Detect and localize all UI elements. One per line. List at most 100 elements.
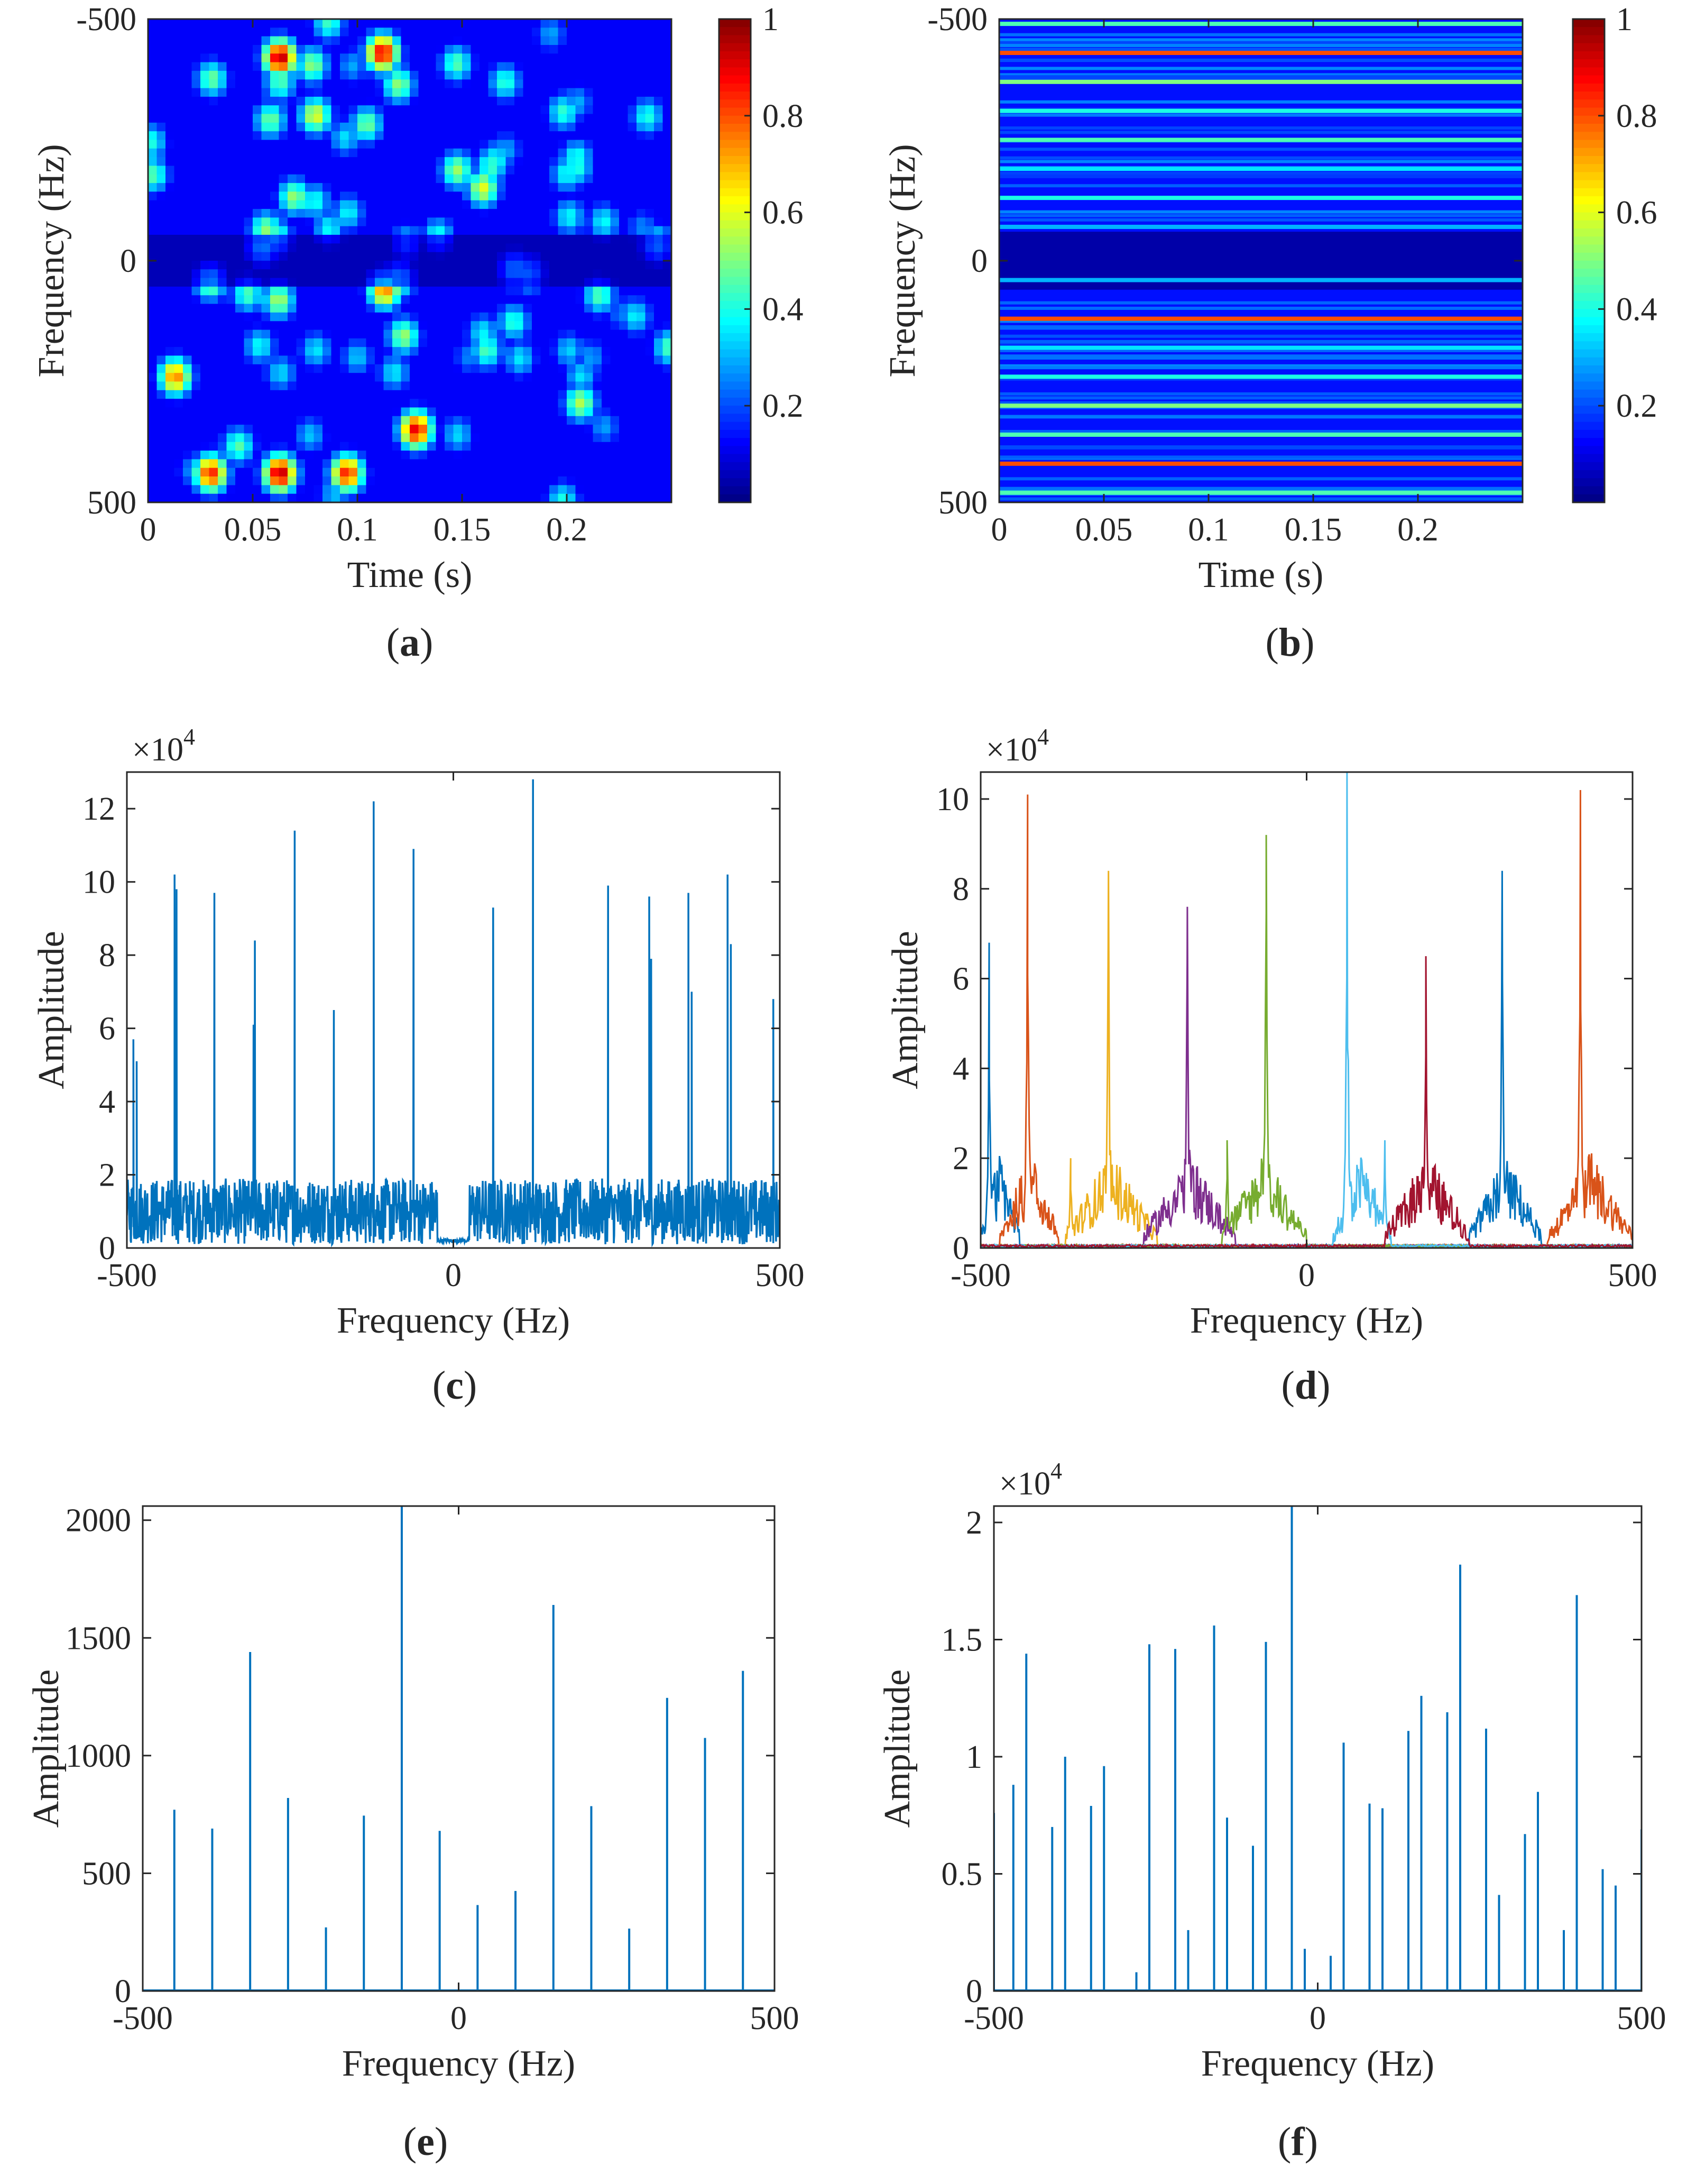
heatmap-cell (261, 27, 271, 37)
heatmap-cell (628, 53, 637, 63)
heatmap-cell (628, 140, 637, 149)
heatmap-cell (514, 407, 524, 417)
heatmap-cell (453, 243, 463, 253)
heatmap-cell (270, 399, 280, 408)
heatmap-cell (540, 295, 550, 305)
heatmap-cell (375, 355, 384, 365)
heatmap-cell (244, 373, 253, 382)
heatmap-cell (654, 105, 663, 115)
heatmap-cell (148, 347, 158, 356)
heatmap-cell (645, 425, 654, 434)
heatmap-cell (156, 347, 166, 356)
heatmap-cell (662, 269, 671, 279)
heatmap-cell (558, 399, 567, 408)
heatmap-cell (540, 200, 550, 210)
heatmap-cell (305, 200, 315, 210)
heatmap-cell (183, 27, 192, 37)
heatmap-cell (471, 433, 480, 443)
heatmap-cell (383, 304, 393, 313)
heatmap-cell (270, 191, 280, 201)
heatmap-cell (471, 200, 480, 210)
heatmap-cell (436, 416, 445, 426)
heatmap-cell (619, 364, 629, 374)
heatmap-cell (244, 183, 253, 192)
x-axis-label: Frequency (Hz) (342, 2043, 575, 2084)
heatmap-cell (662, 53, 671, 63)
heatmap-cell (305, 70, 315, 80)
heatmap-cell (619, 433, 629, 443)
heatmap-cell (453, 148, 463, 158)
heatmap-cell (410, 200, 419, 210)
heatmap-cell (253, 27, 262, 37)
heatmap-cell (453, 191, 463, 201)
heatmap-cell (270, 96, 280, 106)
caption-open: ( (1266, 620, 1279, 665)
heatmap-cell (348, 312, 358, 322)
heatmap-cell (523, 295, 532, 305)
heatmap-cell (340, 493, 349, 502)
heatmap-cell (331, 399, 340, 408)
heatmap-cell (253, 114, 262, 123)
heatmap-cell (427, 140, 437, 149)
heatmap-cell (305, 485, 315, 494)
heatmap-cell (410, 338, 419, 348)
heatmap-cell (593, 269, 602, 279)
heatmap-cell (488, 425, 497, 434)
heatmap-cell (497, 433, 506, 443)
heatmap-cell (410, 191, 419, 201)
colorbar-cell (719, 325, 751, 334)
heatmap-cell (540, 364, 550, 374)
heatmap-cell (156, 53, 166, 63)
heatmap-cell (279, 467, 288, 477)
heatmap-cell (523, 166, 532, 175)
heatmap-cell (436, 45, 445, 54)
heatmap-cell (488, 226, 497, 235)
heatmap-cell (549, 390, 559, 400)
heatmap-cell (383, 493, 393, 502)
heatmap-cell (436, 459, 445, 469)
heatmap-cell (340, 217, 349, 227)
x-axis-label: Time (s) (1199, 555, 1324, 595)
heatmap-cell (567, 425, 576, 434)
heatmap-cell (514, 416, 524, 426)
heatmap-cell (549, 88, 559, 97)
heatmap-cell (183, 79, 192, 89)
heatmap-cell (567, 114, 576, 123)
heatmap-cell (610, 355, 620, 365)
heatmap-cell (427, 53, 437, 63)
heatmap-cell (322, 243, 332, 253)
heatmap-cell (375, 347, 384, 356)
heatmap-cell (462, 45, 472, 54)
heatmap-cell (156, 485, 166, 494)
heatmap-cell (532, 451, 541, 460)
heatmap-cell (584, 278, 594, 287)
heatmap-cell (340, 476, 349, 486)
heatmap-cell (497, 269, 506, 279)
heatmap-cell (314, 338, 323, 348)
heatmap-cell (584, 304, 594, 313)
heatmap-cell (480, 209, 489, 218)
heatmap-cell (505, 243, 515, 253)
heatmap-cell (226, 70, 236, 80)
heatmap-cell (628, 442, 637, 452)
heatmap-cell (453, 442, 463, 452)
heatmap-cell (445, 467, 454, 477)
heatmap-cell (462, 493, 472, 502)
heatmap-cell (366, 19, 375, 29)
heatmap-cell (209, 174, 218, 184)
heatmap-cell (662, 70, 671, 80)
heatmap-cell (375, 131, 384, 141)
heatmap-cell (331, 174, 340, 184)
heatmap-cell (253, 226, 262, 235)
heatmap-cell (226, 191, 236, 201)
heatmap-cell (253, 278, 262, 287)
heatmap-cell (191, 364, 201, 374)
heatmap-cell (314, 467, 323, 477)
heatmap-cell (218, 355, 227, 365)
heatmap-cell (288, 287, 297, 296)
heatmap-cell (235, 364, 245, 374)
heatmap-cell (296, 467, 306, 477)
heatmap-cell (235, 425, 245, 434)
heatmap-cell (558, 235, 567, 244)
heatmap-cell (366, 476, 375, 486)
